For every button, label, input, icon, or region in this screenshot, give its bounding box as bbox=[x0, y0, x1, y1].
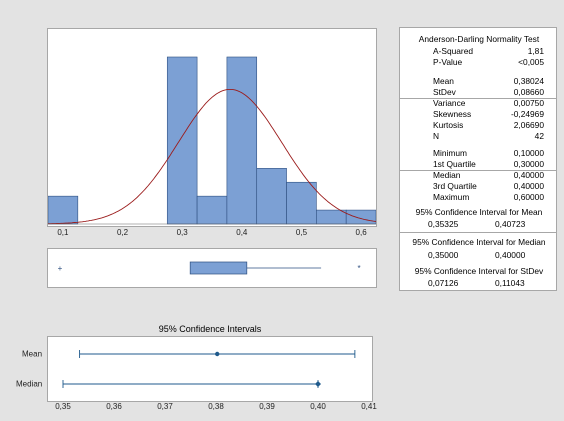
divider bbox=[400, 170, 556, 171]
stat-label: Minimum bbox=[433, 148, 467, 158]
boxplot-panel: + * bbox=[47, 248, 377, 288]
ci-mean-title: 95% Confidence Interval for Mean bbox=[415, 207, 543, 217]
stat-label: Median bbox=[433, 170, 461, 180]
stat-row: Mean 0,38024 bbox=[400, 76, 558, 87]
stat-row: N 42 bbox=[400, 131, 558, 142]
stat-label: Mean bbox=[433, 76, 454, 86]
ci-tick-label: 0,35 bbox=[55, 402, 71, 411]
histogram-tick-label: 0,3 bbox=[176, 228, 188, 237]
histogram-tick-label: 0,5 bbox=[295, 228, 308, 237]
stat-row: A-Squared 1,81 bbox=[400, 46, 558, 57]
stat-value: 0,00750 bbox=[513, 98, 544, 108]
stat-label: StDev bbox=[433, 87, 456, 97]
histogram-bar bbox=[256, 168, 287, 225]
ci-stdev-high: 0,11043 bbox=[495, 278, 525, 288]
stat-value: -0,24969 bbox=[510, 109, 544, 119]
divider bbox=[400, 232, 556, 233]
summary-stats-panel: Anderson-Darling Normality Test A-Square… bbox=[399, 27, 557, 291]
stat-row: P-Value <0,005 bbox=[400, 57, 558, 68]
ci-chart-title: 95% Confidence Intervals bbox=[158, 324, 262, 334]
histogram-panel bbox=[47, 28, 377, 227]
ci-tick-label: 0,41 bbox=[361, 402, 377, 411]
stat-value: 0,10000 bbox=[513, 148, 544, 158]
boxplot-box bbox=[189, 261, 248, 275]
stat-value: <0,005 bbox=[518, 57, 544, 67]
histogram-bar bbox=[196, 195, 228, 225]
ci-mean-low: 0,35325 bbox=[428, 219, 459, 229]
stat-row: Variance 0,00750 bbox=[400, 98, 558, 109]
stat-label: Variance bbox=[433, 98, 466, 108]
histogram-tick-label: 0,6 bbox=[355, 228, 367, 237]
boxplot-outlier: + bbox=[58, 264, 63, 273]
divider bbox=[400, 98, 556, 99]
ci-mean-high: 0,40723 bbox=[495, 219, 526, 229]
boxplot-outlier: * bbox=[358, 264, 361, 273]
histogram-tick-label: 0,2 bbox=[116, 228, 129, 237]
ci-row-label: Median bbox=[16, 379, 43, 389]
histogram-bar bbox=[226, 56, 258, 225]
stat-value: 0,60000 bbox=[513, 192, 544, 202]
stat-value: 0,08660 bbox=[513, 87, 544, 97]
stat-label: Skewness bbox=[433, 109, 472, 119]
normality-test-title: Anderson-Darling Normality Test bbox=[418, 34, 540, 44]
histogram-chart bbox=[47, 56, 377, 225]
stat-value: 1,81 bbox=[527, 46, 544, 56]
ci-estimate-point bbox=[215, 351, 220, 357]
stat-row: Skewness -0,24969 bbox=[400, 109, 558, 120]
stat-label: Maximum bbox=[433, 192, 470, 202]
stat-value: 0,38024 bbox=[513, 76, 544, 86]
stat-value: 0,40000 bbox=[513, 170, 544, 180]
stat-value: 42 bbox=[534, 131, 544, 141]
stat-row: Median 0,40000 bbox=[400, 170, 558, 181]
histogram-tick-label: 0,4 bbox=[236, 228, 248, 237]
histogram-bar bbox=[345, 209, 377, 225]
normal-fit-curve bbox=[48, 88, 377, 225]
stat-label: 1st Quartile bbox=[433, 159, 476, 169]
ci-stdev-title: 95% Confidence Interval for StDev bbox=[414, 266, 544, 276]
histogram-bar bbox=[316, 209, 347, 225]
stat-row: Kurtosis 2,06690 bbox=[400, 120, 558, 131]
histogram-bar bbox=[286, 181, 317, 225]
stat-value: 0,40000 bbox=[513, 181, 544, 191]
ci-tick-label: 0,36 bbox=[106, 402, 122, 411]
boxplot-chart: + * bbox=[58, 261, 361, 275]
stat-row: StDev 0,08660 bbox=[400, 87, 558, 98]
stat-value: 0,30000 bbox=[513, 159, 544, 169]
ci-tick-label: 0,38 bbox=[208, 402, 224, 411]
ci-tick-label: 0,40 bbox=[310, 402, 326, 411]
ci-median-high: 0,40000 bbox=[495, 250, 526, 260]
stat-label: N bbox=[433, 131, 440, 141]
stat-label: P-Value bbox=[433, 57, 463, 67]
histogram-tick-label: 0,1 bbox=[57, 228, 69, 237]
histogram-bar bbox=[47, 195, 79, 225]
ci-median-low: 0,35000 bbox=[428, 250, 459, 260]
stat-row: 1st Quartile 0,30000 bbox=[400, 159, 558, 170]
stat-row: Maximum 0,60000 bbox=[400, 192, 558, 203]
stat-label: Kurtosis bbox=[433, 120, 464, 130]
ci-estimate-point bbox=[315, 381, 321, 387]
histogram-bar bbox=[166, 56, 198, 225]
ci-stdev-low: 0,07126 bbox=[428, 278, 459, 288]
stat-row: Minimum 0,10000 bbox=[400, 148, 558, 159]
stat-row: 3rd Quartile 0,40000 bbox=[400, 181, 558, 192]
ci-tick-label: 0,39 bbox=[259, 402, 275, 411]
ci-row-label: Mean bbox=[22, 349, 43, 359]
ci-chart bbox=[62, 350, 356, 388]
stat-label: A-Squared bbox=[433, 46, 474, 56]
ci-panel bbox=[47, 336, 373, 402]
stat-label: 3rd Quartile bbox=[433, 181, 477, 191]
ci-tick-label: 0,37 bbox=[157, 402, 173, 411]
stat-value: 2,06690 bbox=[513, 120, 544, 130]
ci-median-title: 95% Confidence Interval for Median bbox=[412, 237, 546, 247]
